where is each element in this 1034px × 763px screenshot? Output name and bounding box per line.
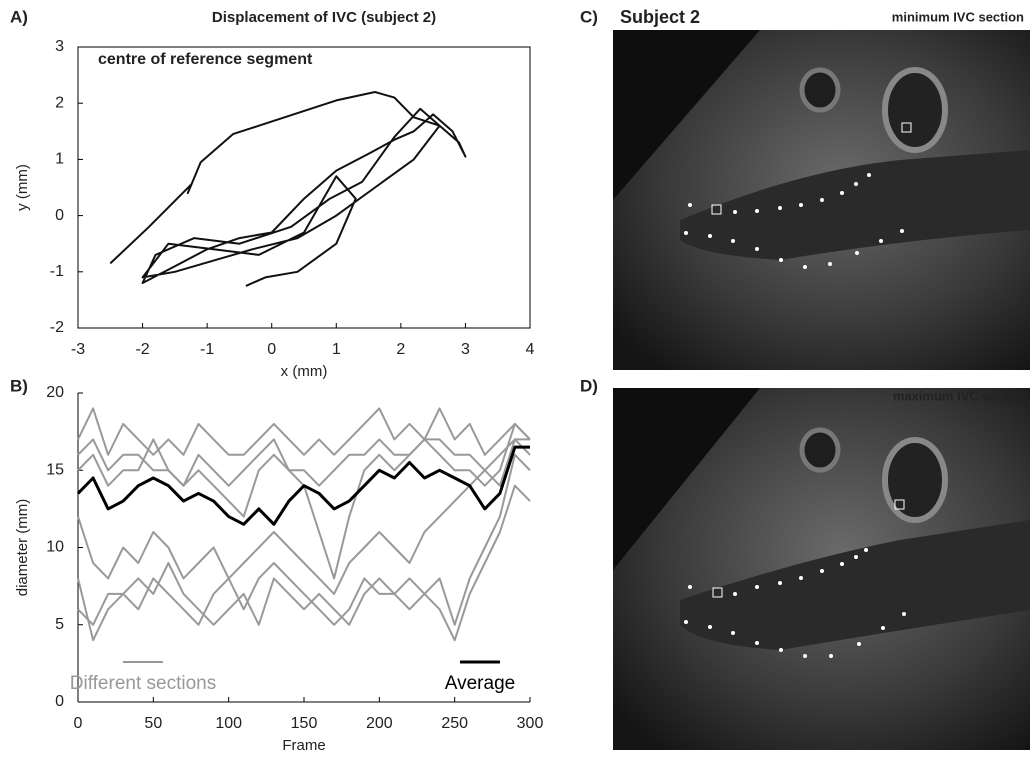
x-tick-label: -1 (200, 341, 214, 358)
y-tick-label: 0 (55, 693, 64, 710)
y-axis-label: diameter (mm) (14, 499, 31, 597)
y-tick-label: 1 (55, 151, 64, 168)
data-line (77, 438, 531, 595)
x-tick-label: -2 (135, 341, 149, 358)
x-tick-label: 150 (291, 715, 318, 732)
y-tick-label: 10 (46, 539, 64, 556)
panel-title: Subject 2 (620, 7, 700, 27)
panel-label: D) (580, 376, 598, 395)
x-tick-label: 50 (144, 715, 162, 732)
y-tick-label: 3 (55, 38, 64, 55)
x-tick-label: 200 (366, 715, 393, 732)
y-tick-label: -1 (50, 263, 64, 280)
x-tick-label: 1 (332, 341, 341, 358)
panel-label: A) (10, 7, 28, 26)
data-line (77, 484, 531, 642)
x-axis-label: x (mm) (281, 363, 328, 380)
y-tick-label: 0 (55, 207, 64, 224)
y-tick-label: 5 (55, 616, 64, 633)
x-tick-label: 300 (517, 715, 544, 732)
panel-caption: maximum IVC section (893, 388, 1028, 403)
x-tick-label: 4 (526, 341, 535, 358)
legend-label: Different sections (70, 673, 216, 694)
legend-label: Average (445, 673, 515, 694)
panel-caption: minimum IVC section (892, 9, 1024, 24)
x-tick-label: 0 (267, 341, 276, 358)
x-tick-label: -3 (71, 341, 85, 358)
panel-label: C) (580, 7, 598, 26)
data-line (77, 453, 531, 642)
x-tick-label: 2 (396, 341, 405, 358)
ultrasound-image (613, 388, 1030, 750)
data-line (77, 438, 530, 487)
y-tick-label: 20 (46, 384, 64, 401)
data-line (109, 91, 467, 287)
x-axis-label: Frame (282, 737, 325, 754)
panel-label: B) (10, 376, 28, 395)
plot-frame (77, 46, 531, 329)
y-tick-label: 15 (46, 461, 64, 478)
annotation: centre of reference segment (98, 51, 313, 68)
x-tick-label: 250 (441, 715, 468, 732)
y-tick-label: 2 (55, 94, 64, 111)
x-tick-label: 100 (215, 715, 242, 732)
y-axis-label: y (mm) (14, 164, 31, 211)
chart-title: Displacement of IVC (subject 2) (212, 9, 436, 26)
ultrasound-image (613, 30, 1030, 370)
x-tick-label: 3 (461, 341, 470, 358)
data-line (76, 445, 530, 526)
data-line (77, 407, 531, 456)
y-tick-label: -2 (50, 319, 64, 336)
x-tick-label: 0 (74, 715, 83, 732)
